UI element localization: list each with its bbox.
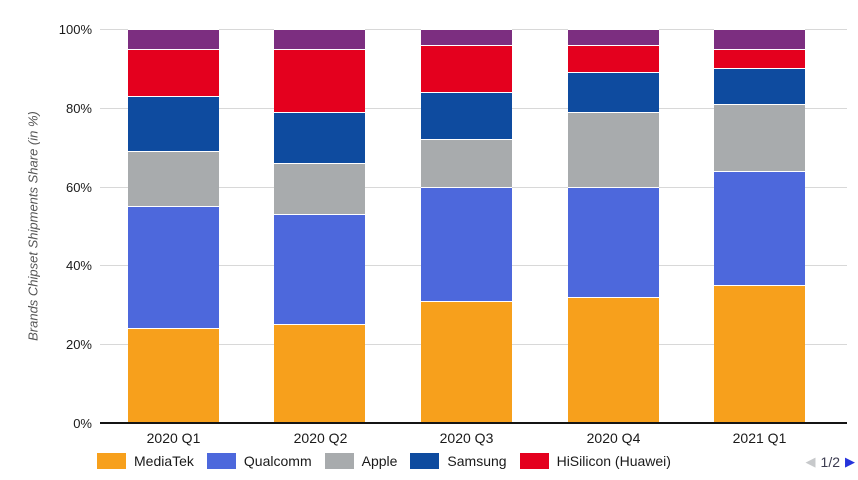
- y-tick-80: 80%: [65, 101, 92, 116]
- bar-segment-qualcomm-2020-q2[interactable]: [274, 214, 365, 324]
- legend: MediaTek Qualcomm Apple Samsung HiSilicon (H…: [97, 453, 671, 469]
- legend-swatch-samsung: [410, 453, 440, 469]
- bar-segment-samsung-2021-q1[interactable]: [714, 68, 805, 104]
- bar-segment-others-2020-q2[interactable]: [274, 29, 365, 49]
- x-tick-2020-q2: 2020 Q2: [293, 430, 348, 446]
- bar-segment-hisilicon-huawei-2020-q4[interactable]: [568, 45, 659, 72]
- y-tick-100: 100%: [58, 22, 92, 37]
- y-tick-60: 60%: [65, 180, 92, 195]
- bar-segment-others-2020-q3[interactable]: [421, 29, 512, 45]
- bar-segment-others-2021-q1[interactable]: [714, 29, 805, 49]
- bar-segment-mediatek-2020-q3[interactable]: [421, 301, 512, 423]
- bar-2021-q1: [714, 29, 805, 423]
- bar-segment-qualcomm-2021-q1[interactable]: [714, 171, 805, 285]
- bar-segment-samsung-2020-q4[interactable]: [568, 72, 659, 112]
- legend-swatch-hisilicon-huawei: [519, 453, 549, 469]
- bar-segment-mediatek-2020-q4[interactable]: [568, 297, 659, 423]
- bar-segment-hisilicon-huawei-2020-q2[interactable]: [274, 49, 365, 112]
- y-tick-0: 0%: [73, 416, 92, 431]
- bar-segment-qualcomm-2020-q4[interactable]: [568, 187, 659, 297]
- legend-item-qualcomm[interactable]: Qualcomm: [206, 453, 312, 469]
- legend-next-icon[interactable]: ▶: [845, 454, 855, 469]
- bar-segment-others-2020-q4[interactable]: [568, 29, 659, 45]
- bar-segment-apple-2020-q2[interactable]: [274, 163, 365, 214]
- legend-label-apple: Apple: [361, 453, 398, 469]
- bar-2020-q3: [421, 29, 512, 423]
- bar-segment-hisilicon-huawei-2020-q3[interactable]: [421, 45, 512, 92]
- legend-label-hisilicon-huawei: HiSilicon (Huawei): [556, 453, 671, 469]
- bar-segment-apple-2020-q1[interactable]: [128, 151, 219, 206]
- bar-segment-qualcomm-2020-q1[interactable]: [128, 206, 219, 328]
- legend-swatch-qualcomm: [206, 453, 236, 469]
- legend-page-indicator: 1/2: [820, 454, 840, 470]
- x-axis-line: [100, 422, 847, 424]
- y-axis-title: Brands Chipset Shipments Share (in %): [25, 111, 41, 341]
- bar-segment-samsung-2020-q1[interactable]: [128, 96, 219, 151]
- legend-label-samsung: Samsung: [447, 453, 507, 469]
- legend-label-qualcomm: Qualcomm: [243, 453, 312, 469]
- bar-segment-others-2020-q1[interactable]: [128, 29, 219, 49]
- x-tick-2020-q3: 2020 Q3: [439, 430, 494, 446]
- plot-area: [100, 29, 847, 424]
- legend-label-mediatek: MediaTek: [134, 453, 194, 469]
- legend-item-mediatek[interactable]: MediaTek: [97, 453, 194, 469]
- legend-item-hisilicon-huawei[interactable]: HiSilicon (Huawei): [519, 453, 671, 469]
- bars-container: [100, 29, 833, 423]
- y-tick-40: 40%: [65, 258, 92, 273]
- x-tick-2020-q1: 2020 Q1: [146, 430, 201, 446]
- legend-swatch-apple: [324, 453, 354, 469]
- y-tick-20: 20%: [65, 337, 92, 352]
- bar-segment-apple-2020-q4[interactable]: [568, 112, 659, 187]
- legend-pager: ◀ 1/2 ▶: [806, 453, 855, 471]
- bar-2020-q1: [128, 29, 219, 423]
- x-tick-2021-q1: 2021 Q1: [732, 430, 787, 446]
- bar-segment-hisilicon-huawei-2020-q1[interactable]: [128, 49, 219, 96]
- legend-item-apple[interactable]: Apple: [324, 453, 398, 469]
- bar-2020-q4: [568, 29, 659, 423]
- bar-segment-qualcomm-2020-q3[interactable]: [421, 187, 512, 301]
- bar-segment-samsung-2020-q3[interactable]: [421, 92, 512, 139]
- bar-segment-samsung-2020-q2[interactable]: [274, 112, 365, 163]
- legend-prev-icon[interactable]: ◀: [805, 454, 816, 469]
- bar-segment-apple-2020-q3[interactable]: [421, 139, 512, 187]
- bar-segment-apple-2021-q1[interactable]: [714, 104, 805, 171]
- bar-segment-mediatek-2020-q2[interactable]: [274, 324, 365, 423]
- bar-2020-q2: [274, 29, 365, 423]
- bar-segment-mediatek-2020-q1[interactable]: [128, 328, 219, 423]
- bar-segment-mediatek-2021-q1[interactable]: [714, 285, 805, 423]
- legend-swatch-mediatek: [97, 453, 126, 469]
- legend-item-samsung[interactable]: Samsung: [410, 453, 507, 469]
- x-tick-2020-q4: 2020 Q4: [586, 430, 641, 446]
- bar-segment-hisilicon-huawei-2021-q1[interactable]: [714, 49, 805, 68]
